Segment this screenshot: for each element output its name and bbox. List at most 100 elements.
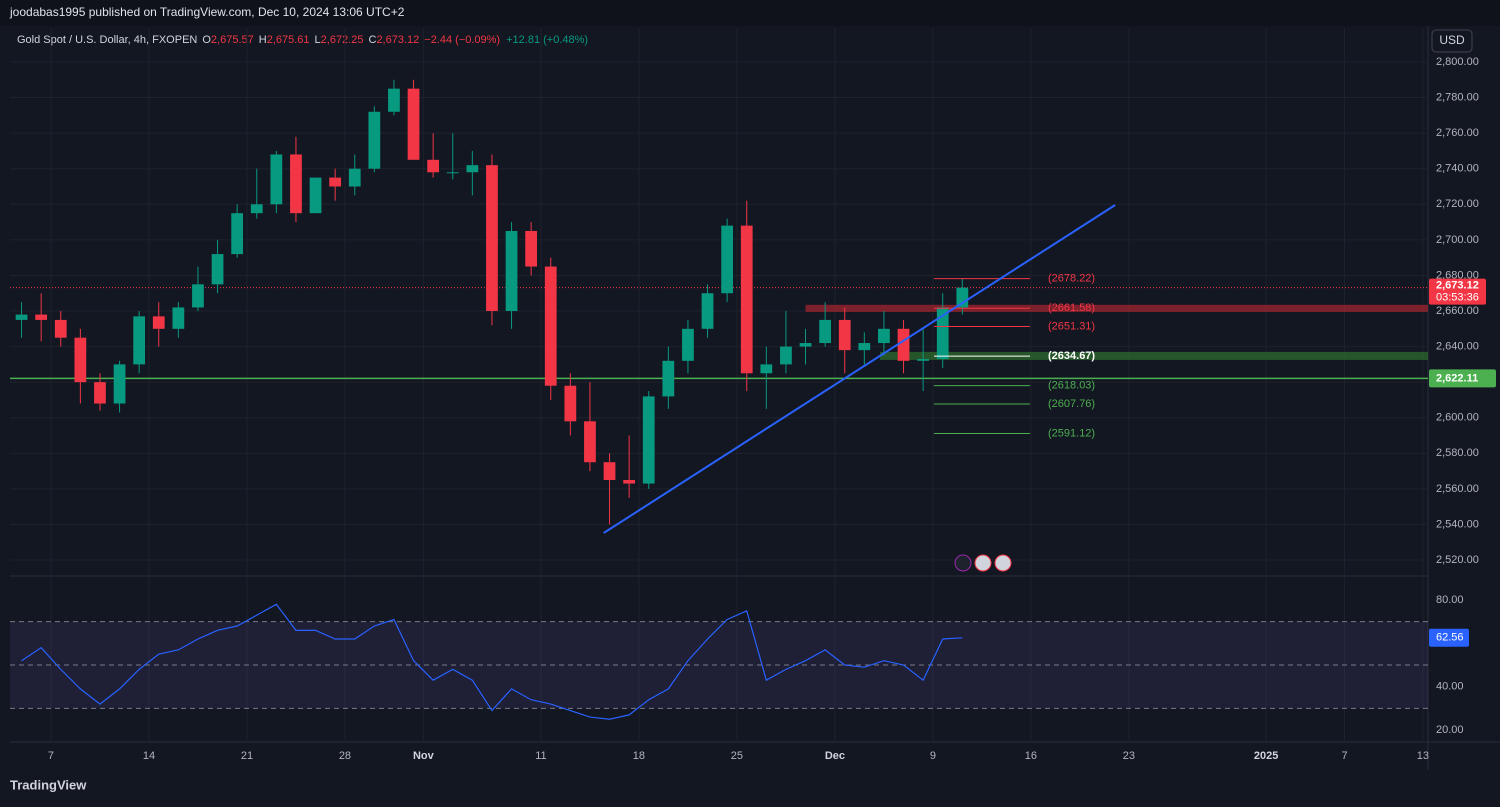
support-badge [1429, 369, 1496, 388]
level-label: (2678.22) [1048, 273, 1095, 285]
candle-body [35, 314, 48, 320]
candle-body [721, 225, 734, 294]
candle-body [486, 165, 498, 312]
candle-body [446, 172, 459, 174]
level-label: (2591.12) [1048, 427, 1095, 439]
candle-body [819, 319, 832, 344]
c-value: 2,673.12 [376, 34, 419, 46]
x-tick-label: 28 [339, 750, 351, 762]
y-tick-label: 2,780.00 [1436, 91, 1479, 103]
x-tick-label: 9 [930, 750, 936, 762]
level-label: (2607.76) [1048, 398, 1095, 410]
rsi-last-label: 62.56 [1436, 632, 1464, 644]
header-text: joodabas1995 published on TradingView.co… [9, 5, 405, 19]
y-tick-label: 2,600.00 [1436, 412, 1479, 424]
rsi-tick-label: 20.00 [1436, 724, 1464, 736]
c-key: C [368, 34, 376, 46]
x-tick-label: Nov [413, 750, 435, 762]
event-icon [954, 554, 972, 572]
x-tick-label: 7 [1341, 750, 1347, 762]
candle-body [94, 382, 106, 404]
candle-body [936, 307, 949, 360]
candle-body [701, 293, 714, 329]
rsi-tick-label: 40.00 [1436, 681, 1464, 693]
support-label: 2,622.11 [1436, 372, 1478, 384]
event-icons [954, 554, 1012, 572]
x-tick-label: 21 [241, 750, 253, 762]
candle-body [133, 316, 146, 365]
candle-body [407, 88, 420, 160]
candle-body [584, 421, 596, 463]
x-tick-label: 7 [48, 750, 54, 762]
candle-body [603, 462, 616, 481]
l-key: L [315, 34, 321, 46]
y-tick-label: 2,560.00 [1436, 483, 1479, 495]
candle-body [956, 287, 969, 308]
y-tick-label: 2,680.00 [1436, 269, 1479, 281]
candle-body [211, 254, 224, 285]
candle-body [427, 159, 440, 173]
level-label: (2661.58) [1048, 302, 1095, 314]
currency-button[interactable] [1431, 29, 1473, 53]
y-tick-label: 2,520.00 [1436, 554, 1479, 566]
candle-body [740, 225, 753, 374]
rsi-line [21, 603, 963, 720]
candle-body [544, 266, 557, 386]
candle-body [525, 230, 538, 267]
candle-body [152, 316, 165, 329]
candle-body [505, 230, 518, 312]
candle-body [878, 328, 890, 344]
candle-body [329, 177, 342, 187]
y-tick-label: 2,760.00 [1436, 127, 1479, 139]
x-tick-label: Dec [825, 750, 845, 762]
footer-logo: TradingView [10, 777, 87, 792]
candle-body [682, 328, 694, 361]
x-tick-label: 2025 [1254, 750, 1278, 762]
candle-body [348, 168, 361, 187]
zone [880, 351, 1428, 360]
candle-body [388, 88, 400, 112]
countdown-label: 03:53:36 [1436, 292, 1479, 304]
y-tick-label: 2,800.00 [1436, 56, 1479, 68]
header-bar [0, 0, 1500, 26]
rsi-band [10, 621, 1428, 709]
rsi-tick-label: 80.00 [1436, 594, 1464, 606]
level-label: (2618.03) [1048, 380, 1095, 392]
currency-label[interactable]: USD [1439, 33, 1465, 47]
candle-body [917, 359, 930, 361]
candle-body [368, 111, 381, 169]
last-price-label: 2,673.12 [1436, 280, 1479, 292]
candle-body [858, 343, 871, 351]
candle-body [466, 165, 479, 173]
symbol: Gold Spot / U.S. Dollar, 4h, FXOPEN [17, 34, 197, 46]
candle-body [642, 396, 655, 484]
candle-body [760, 364, 773, 374]
candle-body [662, 360, 675, 397]
x-tick-label: 16 [1025, 750, 1037, 762]
last-price-badge [1429, 278, 1486, 305]
x-tick-label: 25 [731, 750, 743, 762]
candle-body [799, 343, 812, 347]
candle-body [309, 177, 322, 214]
candle-body [54, 319, 67, 338]
o-value: 2,675.57 [211, 34, 254, 46]
x-tick-label: 23 [1123, 750, 1135, 762]
candle-body [838, 319, 851, 351]
y-tick-label: 2,580.00 [1436, 447, 1479, 459]
y-tick-label: 2,540.00 [1436, 518, 1479, 530]
rsi-badge [1429, 628, 1469, 647]
candle-body [564, 385, 577, 422]
x-tick-label: 11 [535, 750, 546, 762]
candle-body [270, 154, 283, 205]
level-label: (2634.67) [1048, 350, 1095, 362]
candle-body [231, 213, 244, 255]
candle-body [897, 328, 910, 361]
y-tick-label: 2,700.00 [1436, 234, 1479, 246]
zone [805, 304, 1428, 312]
y-tick-label: 2,640.00 [1436, 341, 1479, 353]
change: −2.44 (−0.09%) [424, 34, 500, 46]
y-tick-label: 2,660.00 [1436, 305, 1479, 317]
